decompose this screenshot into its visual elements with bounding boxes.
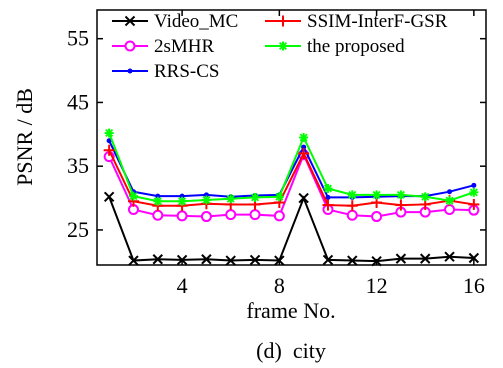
x-tick-label: 16 [463, 273, 485, 298]
data-point [203, 192, 209, 198]
plot-frame [96, 9, 487, 266]
data-point [179, 193, 185, 199]
series-line [108, 132, 475, 203]
data-point [444, 251, 455, 262]
data-point [299, 133, 308, 142]
data-point [251, 193, 260, 202]
series-layer [103, 128, 480, 267]
data-point [153, 197, 162, 206]
y-axis-label: PSNR / dB [12, 88, 37, 186]
data-point [325, 194, 331, 200]
data-point [445, 196, 454, 205]
data-point [301, 144, 307, 150]
legend-marker [278, 41, 288, 51]
data-point [347, 255, 358, 266]
series-0 [103, 191, 480, 267]
data-point [106, 138, 112, 144]
data-point [225, 255, 236, 266]
data-point [226, 194, 235, 203]
data-point [346, 209, 358, 221]
series-4 [104, 128, 479, 206]
legend-item: the proposed [265, 36, 405, 57]
axis-ticks: 4 8 12 16 25 35 45 55 [67, 10, 486, 298]
x-tick-label: 12 [366, 273, 388, 298]
y-tick-label: 45 [67, 89, 89, 114]
series-line [108, 149, 474, 207]
legend-item: Video_MC [112, 11, 238, 32]
data-point [273, 210, 285, 222]
series-line [108, 195, 474, 263]
data-point [152, 209, 164, 221]
data-point [395, 253, 407, 264]
legend-label: Video_MC [154, 11, 238, 32]
legend-label: the proposed [307, 36, 405, 57]
data-point [176, 254, 188, 266]
data-point [249, 254, 261, 266]
x-axis-label: frame No. [246, 298, 335, 323]
legend-item: 2sMHR [112, 36, 215, 57]
data-point [323, 184, 332, 193]
data-point [372, 190, 381, 199]
data-point [468, 252, 480, 264]
legend-label: RRS-CS [154, 61, 219, 82]
series-1 [103, 149, 480, 223]
legend-marker [127, 68, 133, 74]
data-point [201, 254, 212, 265]
data-point [249, 209, 261, 221]
data-point [152, 254, 163, 265]
y-tick-label: 55 [67, 26, 89, 51]
data-point [298, 192, 309, 204]
data-point [444, 204, 456, 216]
data-point [471, 182, 477, 188]
x-tick-label: 8 [274, 273, 285, 298]
legend-item: RRS-CS [112, 61, 219, 82]
data-point [421, 192, 430, 201]
data-point [200, 211, 212, 223]
y-tick-label: 25 [67, 217, 89, 242]
data-point [155, 193, 161, 199]
data-point [396, 190, 405, 199]
data-point [322, 254, 334, 266]
legend-label: SSIM-InterF-GSR [307, 11, 448, 32]
data-point [103, 191, 115, 202]
data-point [128, 255, 139, 266]
legend-marker [124, 40, 136, 52]
data-point [178, 197, 187, 206]
legend-label: 2sMHR [154, 36, 215, 57]
data-point [371, 211, 383, 223]
legend-item: SSIM-InterF-GSR [265, 11, 448, 32]
y-tick-label: 35 [67, 153, 89, 178]
data-point [348, 190, 357, 199]
data-point [202, 195, 211, 204]
series-line [108, 152, 474, 218]
data-point [176, 210, 188, 222]
legend: Video_MC 2sMHR RRS-CS SSIM-InterF-GSR the pr… [112, 11, 448, 82]
data-point [469, 188, 478, 197]
x-tick-label: 4 [177, 273, 188, 298]
data-point [275, 192, 284, 201]
data-point [274, 255, 285, 266]
data-point [105, 129, 114, 138]
data-point [225, 209, 237, 221]
data-point [129, 192, 138, 201]
data-point [447, 189, 453, 195]
chart-caption: (d) city [256, 338, 326, 363]
legend-marker [124, 15, 136, 27]
data-point [420, 253, 431, 264]
data-point [371, 255, 382, 267]
